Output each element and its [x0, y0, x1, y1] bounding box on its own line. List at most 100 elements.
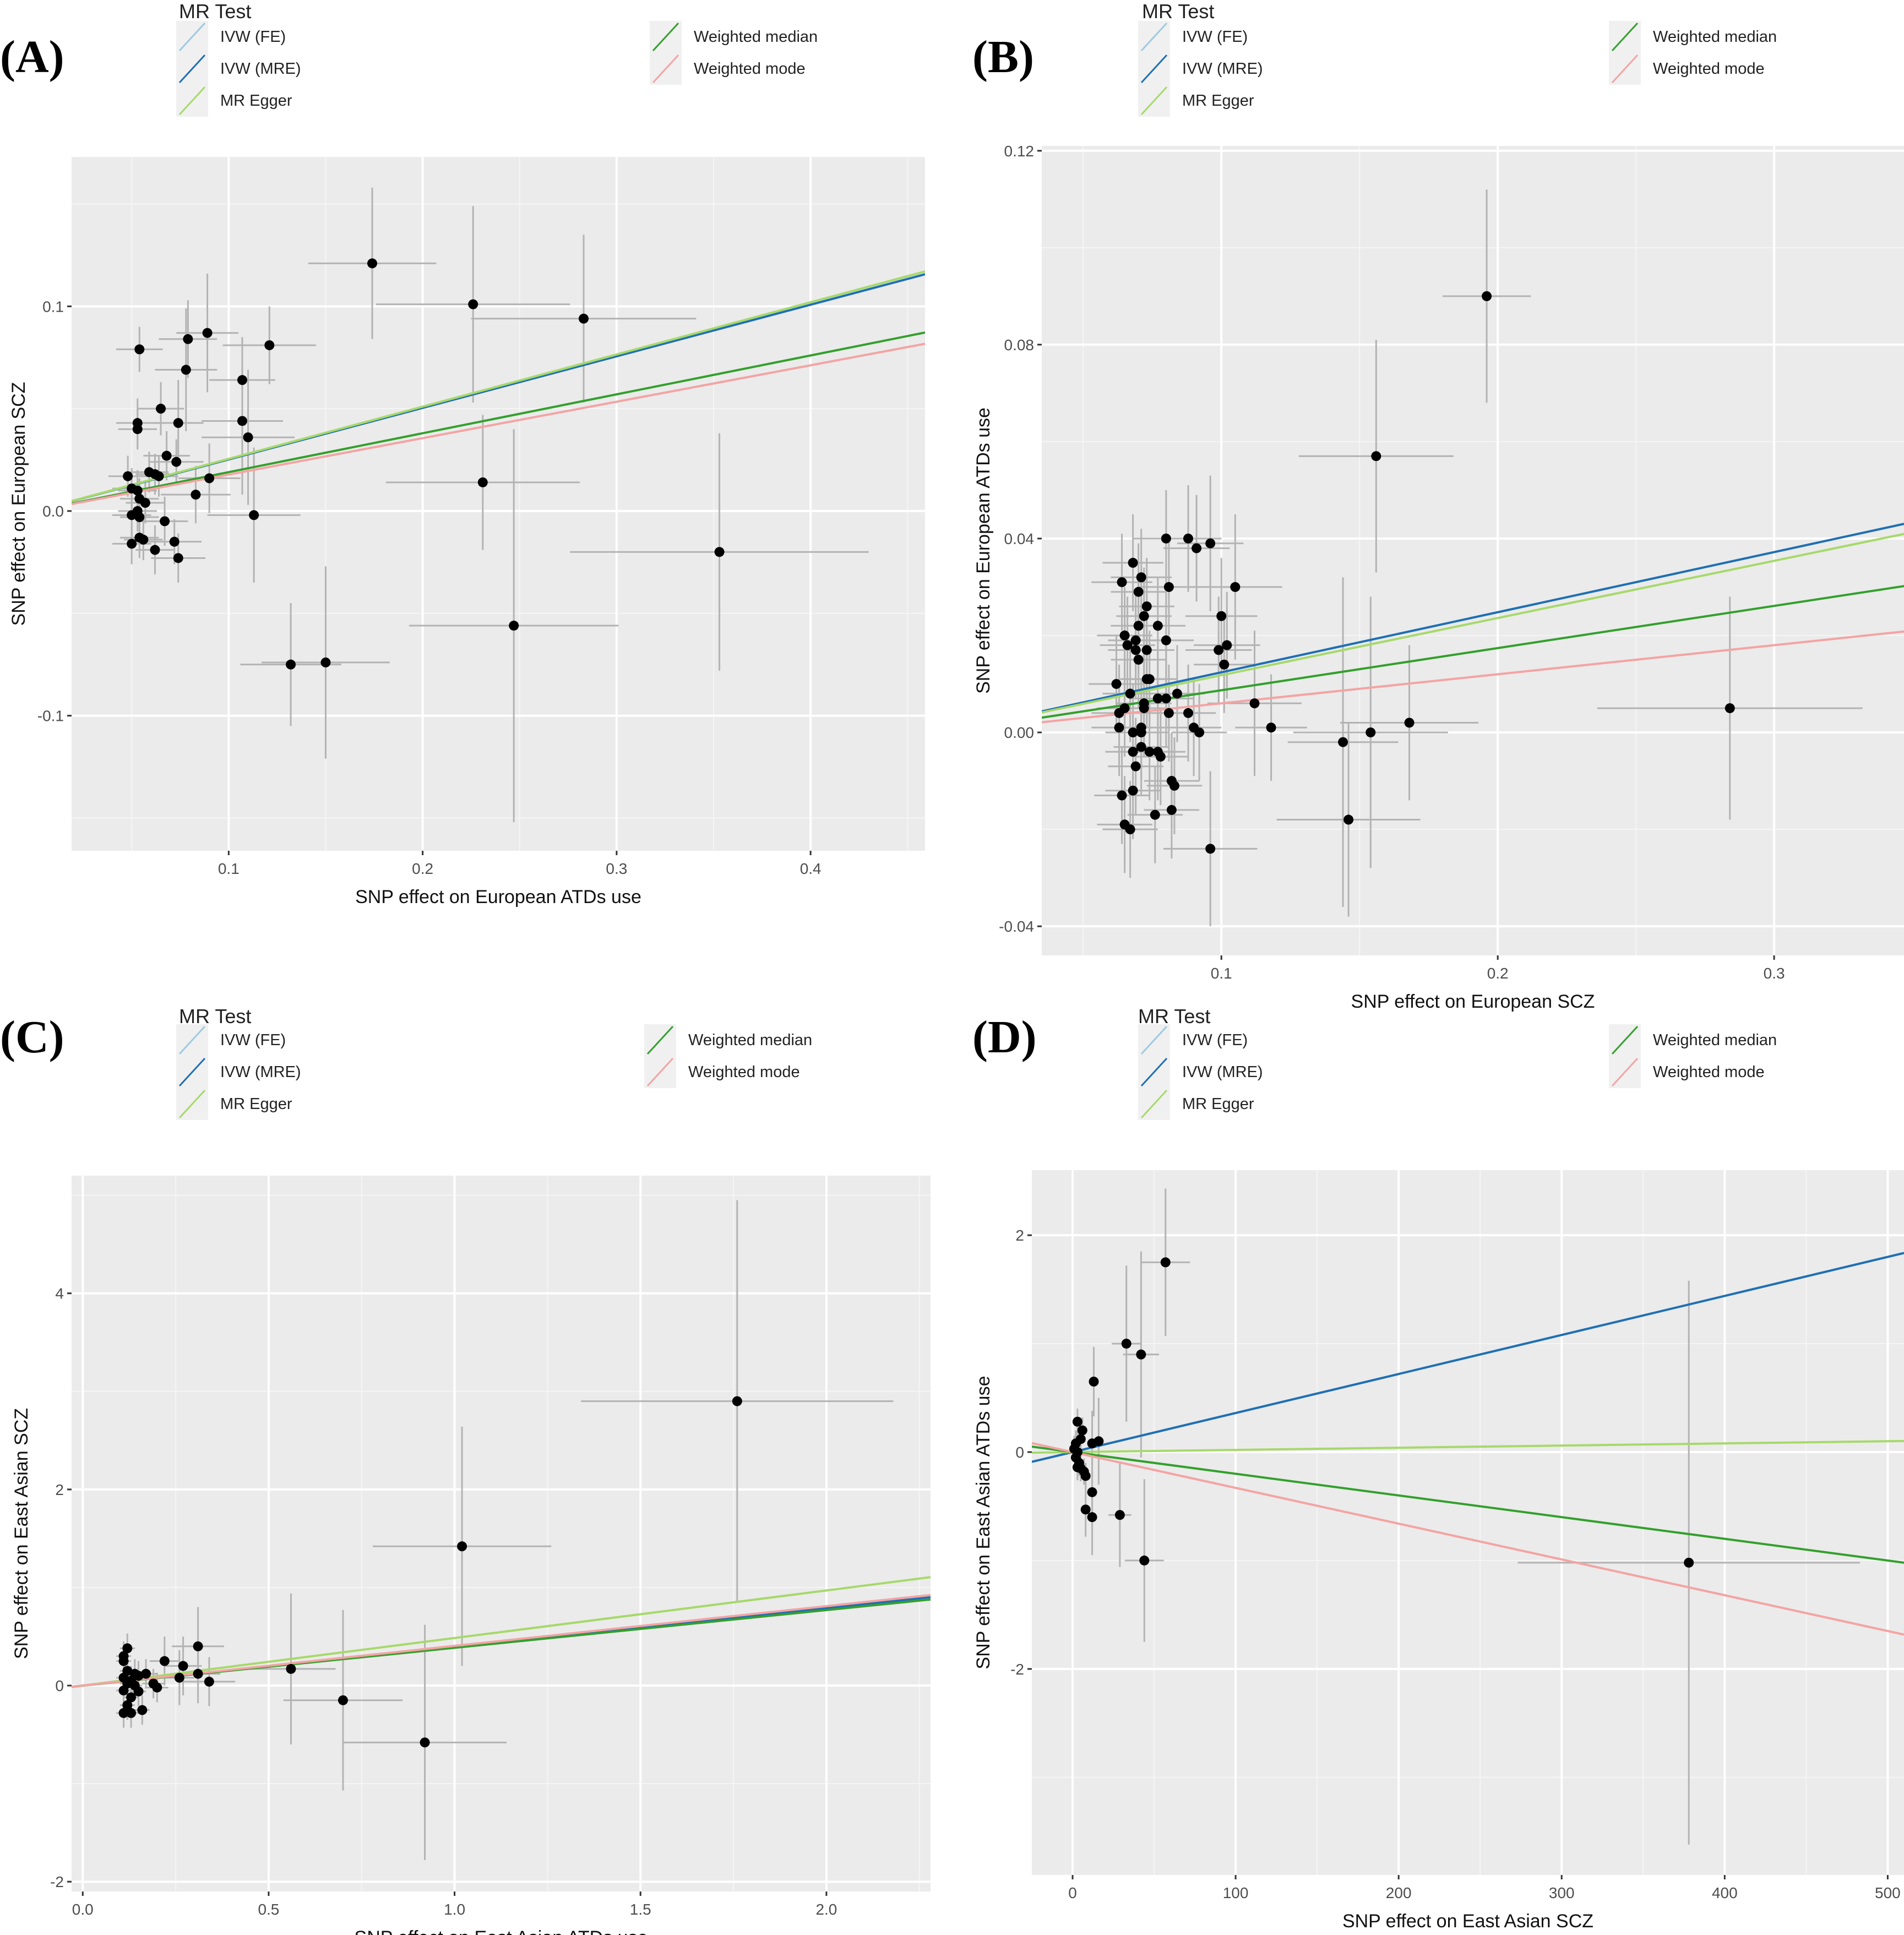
snp-point: [1343, 814, 1354, 825]
x-tick-label: 0.3: [1764, 965, 1785, 982]
y-tick-label: -2: [50, 1873, 64, 1890]
legend-item: Weighted mode: [1609, 53, 1765, 85]
legend-label: IVW (MRE): [1182, 1063, 1263, 1081]
legend-title: MR Test: [179, 1005, 252, 1028]
scatter-plot: 0.0 0.5 1.0 1.5 2.0 -2 0 2 4 SNP effect on East A…: [11, 1176, 931, 1935]
snp-point: [1160, 1257, 1171, 1268]
y-axis-title: SNP effect on East Asian SCZ: [11, 1408, 32, 1659]
legend-item: IVW (MRE): [1138, 53, 1263, 85]
snp-point: [1128, 785, 1138, 796]
legend-title: MR Test: [179, 0, 252, 23]
legend-item: IVW (FE): [176, 1024, 286, 1056]
legend-item: IVW (MRE): [176, 53, 301, 85]
y-tick-label: 2: [1015, 1227, 1024, 1244]
legend-label: MR Egger: [220, 1095, 292, 1113]
legend-label: MR Egger: [1182, 91, 1254, 110]
snp-point: [1141, 645, 1152, 655]
snp-point: [169, 536, 179, 547]
legend-item: MR Egger: [176, 85, 292, 117]
legend-key-line-icon: [1609, 21, 1641, 53]
snp-point: [1219, 659, 1230, 670]
legend-key-line-icon: [1138, 85, 1170, 117]
snp-point: [1152, 693, 1163, 704]
snp-point: [1169, 780, 1179, 791]
snp-point: [1125, 688, 1135, 699]
snp-point: [173, 418, 183, 428]
snp-point: [1482, 291, 1492, 301]
legend-label: Weighted median: [1653, 28, 1777, 46]
scatter-plot: 0 100 200 300 400 500 -2 0 2 SNP effect on East A…: [973, 1170, 1904, 1932]
snp-point: [1266, 722, 1276, 733]
snp-point: [1404, 718, 1415, 728]
snp-point: [1114, 708, 1124, 718]
snp-point: [204, 473, 215, 483]
y-tick-label: 0: [55, 1677, 64, 1694]
x-tick-label: 0.4: [800, 860, 822, 877]
snp-point: [159, 1656, 170, 1666]
snp-point: [132, 485, 143, 496]
panel-c: (C) MR Test IVW (FE) IVW (MRE) MR Egger Weigh…: [0, 1005, 952, 1935]
legend-label: Weighted mode: [694, 59, 806, 78]
snp-point: [1125, 824, 1135, 835]
snp-point: [732, 1396, 742, 1406]
snp-point: [1114, 722, 1124, 733]
snp-point: [1172, 688, 1182, 699]
x-tick-label: 0.1: [1211, 965, 1232, 982]
snp-point: [174, 1672, 184, 1683]
snp-point: [173, 553, 183, 563]
y-tick-label: 0.0: [42, 503, 64, 520]
snp-point: [193, 1668, 203, 1679]
legend-item: Weighted median: [1609, 21, 1777, 53]
legend-key-line-icon: [644, 1024, 676, 1056]
snp-point: [150, 545, 160, 555]
x-axis-title: SNP effect on East Asian SCZ: [1342, 1911, 1593, 1932]
x-tick-label: 400: [1712, 1884, 1738, 1901]
scatter-plot: 0.1 0.2 0.3 -0.04 0.00 0.04 0.08 0.12 SNP effect…: [973, 143, 1904, 1012]
panel-b: (B) MR Test IVW (FE) IVW (MRE) MR Egger Weigh…: [952, 0, 1904, 1016]
snp-point: [1144, 747, 1155, 757]
x-tick-label: 100: [1223, 1884, 1249, 1901]
legend-item: IVW (FE): [1138, 21, 1248, 53]
y-tick-label: 0: [1015, 1444, 1024, 1461]
legend-label: IVW (FE): [1182, 1031, 1248, 1049]
snp-point: [1130, 761, 1141, 771]
legend-key-line-icon: [1609, 1056, 1641, 1088]
legend-key-line-icon: [1609, 53, 1641, 85]
snp-point: [1725, 703, 1735, 714]
legend-label: Weighted median: [688, 1031, 813, 1049]
snp-point: [133, 1686, 144, 1697]
snp-point: [1166, 805, 1177, 815]
snp-point: [1139, 611, 1149, 621]
snp-point: [122, 1643, 133, 1654]
snp-point: [126, 1708, 137, 1718]
snp-point: [1128, 727, 1138, 738]
legend-key-line-icon: [650, 21, 682, 53]
snp-point: [191, 490, 201, 500]
snp-point: [1114, 1510, 1125, 1520]
x-tick-label: 200: [1386, 1884, 1412, 1901]
x-tick-label: 1.5: [630, 1901, 651, 1918]
snp-point: [1119, 630, 1130, 641]
snp-point: [1163, 582, 1174, 593]
legend-label: IVW (FE): [220, 1031, 286, 1049]
snp-point: [1117, 790, 1127, 801]
snp-point: [118, 1656, 129, 1666]
snp-point: [161, 450, 172, 461]
legend-item: IVW (MRE): [1138, 1056, 1263, 1088]
legend-item: MR Egger: [1138, 85, 1254, 117]
y-axis-title: SNP effect on European ATDs use: [973, 407, 994, 694]
legend-key-line-icon: [1609, 1024, 1641, 1056]
snp-point: [1128, 747, 1138, 757]
x-tick-label: 0.0: [72, 1901, 94, 1918]
y-tick-label: 0.08: [1004, 336, 1035, 354]
snp-point: [1155, 752, 1166, 762]
panel-letter: (A): [0, 31, 64, 83]
panel-d: (D) MR Test IVW (FE) IVW (MRE) MR Egger Weigh…: [952, 1005, 1904, 1935]
snp-point: [1150, 809, 1160, 820]
legend-item: IVW (FE): [176, 21, 286, 53]
snp-point: [1205, 538, 1216, 548]
snp-point: [1161, 533, 1171, 543]
legend-key-line-icon: [1138, 1056, 1170, 1088]
legend-item: Weighted median: [650, 21, 818, 53]
legend-label: Weighted mode: [688, 1063, 800, 1081]
